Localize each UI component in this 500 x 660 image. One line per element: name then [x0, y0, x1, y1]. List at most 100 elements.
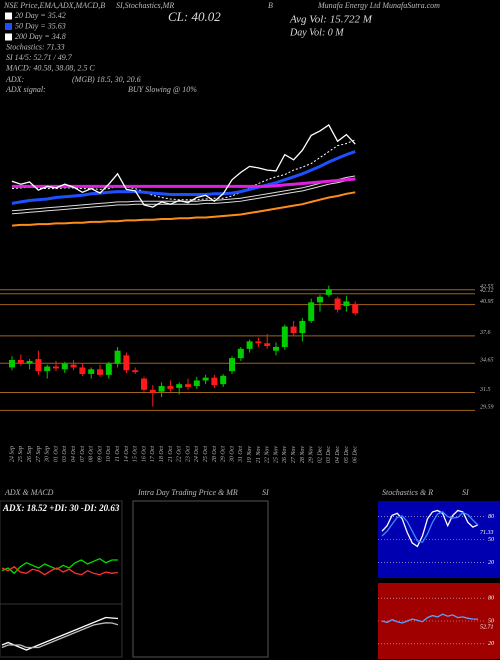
date-label: 16 Oct [141, 446, 147, 462]
candle-body [9, 360, 15, 368]
candle-body [299, 320, 306, 334]
date-label: 27 Nov [291, 446, 297, 464]
level-label: 42.12 [480, 287, 494, 294]
date-label: 26 Nov [282, 446, 288, 464]
indicator-line [381, 511, 479, 544]
date-label: 29 Oct [221, 446, 227, 462]
legend-label: SI 14/5: 52.71 / 49.7 [6, 53, 73, 62]
date-label: 15 Oct [133, 446, 139, 462]
y-tick-label: 20 [488, 641, 494, 647]
candle-body [202, 377, 209, 381]
panel-bg [0, 500, 123, 658]
date-label: 22 Oct [177, 446, 183, 462]
y-tick-label: 50 [488, 618, 494, 624]
avg-vol: Avg Vol: 15.722 M [289, 14, 373, 26]
candle-body [211, 377, 218, 386]
panel-title: SI [462, 488, 469, 497]
candle-body [185, 384, 191, 387]
legend-label: Stochastics: 71.33 [6, 42, 65, 51]
indicator-line [1, 557, 118, 575]
candle-body [44, 366, 51, 372]
date-label: 17 Oct [150, 446, 156, 462]
candle-body [114, 350, 121, 364]
date-label: 25 Sep [18, 446, 24, 462]
price-line [11, 124, 356, 208]
date-label: 31 Oct [238, 446, 244, 463]
date-label: 11 Oct [115, 446, 121, 462]
candle-body [237, 348, 244, 359]
panel-title: Intra Day Trading Price & MR [137, 488, 238, 497]
panel-title: ADX & MACD [4, 488, 54, 497]
date-label: 08 Oct [89, 446, 95, 462]
date-label: 04 Oct [70, 446, 77, 462]
ema-line [12, 177, 356, 188]
candle-body [325, 289, 332, 295]
date-label: 04 Dec [334, 446, 341, 463]
level-label: 34.65 [479, 357, 494, 364]
candle-body [79, 367, 86, 374]
date-label: 03 Oct [62, 446, 68, 462]
date-label: 21 Nov [256, 446, 262, 464]
date-label: 25 Nov [273, 446, 279, 464]
candle-body [17, 360, 24, 364]
ema-line [11, 191, 356, 227]
y-tick-label: 50 [488, 537, 494, 543]
date-label: 10 Oct [106, 446, 112, 462]
candle-body [273, 346, 279, 351]
date-label: 18 Oct [159, 446, 165, 462]
legend-swatch [5, 33, 12, 41]
header-line: NSE Price,EMA,ADX,MACD,B [3, 1, 105, 10]
date-label: 06 Dec [353, 446, 359, 463]
date-label: 24 Sep [8, 446, 15, 462]
candle-body [193, 380, 200, 387]
intraday-panel [132, 500, 269, 658]
header-line: SI,Stochastics,MR [116, 1, 174, 10]
legend-swatch [5, 12, 12, 20]
legend-label: MACD: 40.58, 38.08, 2.5 C [5, 63, 95, 72]
header-b: B [268, 1, 273, 10]
adx-label: ADX: [5, 75, 25, 84]
y-tick-label: 80 [488, 514, 494, 520]
candle-body [167, 386, 174, 389]
date-label: 03 Dec [326, 446, 332, 463]
ema-line [11, 150, 356, 205]
signal-value: BUY Slowing @ 10% [128, 85, 197, 94]
candle-body [176, 384, 183, 388]
date-label: 28 Oct [212, 446, 218, 462]
candle-body [70, 364, 77, 368]
legend-label: 200 Day = 34.8 [15, 32, 66, 41]
date-label: 26 Sep [27, 446, 33, 462]
candle-body [220, 375, 227, 385]
candle-body [317, 296, 323, 303]
adx-panel-label: ADX: 18.52 +DI: 30 -DI: 20.63 [2, 503, 120, 513]
date-label: 21 Oct [168, 446, 174, 462]
date-label: 29 Nov [309, 446, 315, 464]
date-label: 14 Oct [123, 446, 130, 462]
close-label: CL: 40.02 [168, 9, 221, 24]
level-label: 31.5 [479, 387, 491, 393]
candle-body [264, 343, 271, 347]
candle-body [132, 370, 139, 373]
level-label: 37.6 [479, 330, 491, 336]
candle-body [308, 302, 315, 321]
date-label: 22 Nov [265, 446, 271, 464]
candle-body [290, 326, 297, 334]
candle-body [334, 298, 341, 310]
adx-value: (MGB) 18.5, 30, 20.6 [72, 75, 141, 84]
date-label: 05 Dec [344, 446, 350, 463]
level-label: 42.55 [480, 283, 494, 290]
panel-title: Stochastics & R [382, 488, 433, 497]
site-label: Munafa Energy Ltd MunafaSutra.com [317, 1, 440, 10]
date-label: 09 Oct [97, 446, 103, 462]
value-label: 71.33 [480, 530, 494, 536]
date-label: 28 Nov [300, 446, 306, 464]
date-label: 02 Dec [317, 446, 323, 463]
date-label: 23 Oct [185, 446, 191, 462]
candle-body [149, 389, 156, 393]
date-label: 19 Nov [247, 446, 253, 464]
candle-body [105, 363, 112, 375]
date-label: 25 Oct [203, 446, 209, 462]
value-label: 52.71 [480, 625, 494, 631]
candle-body [61, 363, 68, 370]
